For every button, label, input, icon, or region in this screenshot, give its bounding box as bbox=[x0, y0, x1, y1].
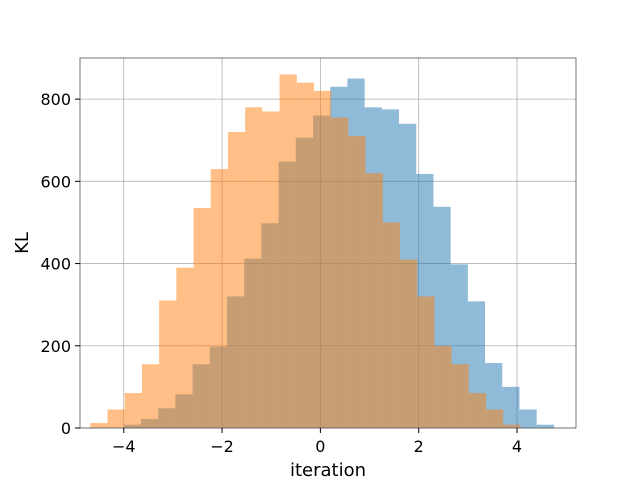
histogram-bar bbox=[331, 117, 349, 428]
histogram-bar bbox=[434, 345, 452, 428]
histogram-bar bbox=[159, 300, 177, 428]
histogram-bar bbox=[193, 208, 211, 428]
histogram-bar bbox=[468, 393, 487, 428]
histogram-bar bbox=[141, 364, 160, 428]
y-tick-label: 800 bbox=[40, 90, 71, 109]
x-axis-label: iteration bbox=[290, 460, 366, 480]
histogram-series-2 bbox=[90, 74, 521, 429]
histogram-bar bbox=[227, 132, 246, 428]
histogram-bar bbox=[262, 111, 280, 428]
histogram-bar bbox=[502, 386, 520, 428]
y-tick-label: 400 bbox=[40, 255, 71, 274]
y-tick-label: 0 bbox=[61, 419, 71, 438]
y-axis-label: KL bbox=[12, 232, 33, 254]
y-tick-label: 600 bbox=[40, 172, 71, 191]
histogram-bar bbox=[348, 136, 366, 428]
histogram-bar bbox=[124, 393, 142, 428]
x-tick-label: −4 bbox=[112, 437, 136, 456]
axis-ticks: −4 −2 0 2 4 0 200 400 600 800 bbox=[40, 90, 522, 456]
histogram-bar bbox=[245, 107, 263, 428]
histogram-bar bbox=[296, 82, 314, 429]
histogram-bar bbox=[382, 222, 401, 428]
histogram-bar bbox=[313, 90, 332, 428]
histogram-bar bbox=[536, 424, 554, 428]
plot-frame bbox=[79, 57, 577, 429]
histogram-bar bbox=[486, 409, 504, 428]
histogram-bar bbox=[107, 409, 125, 428]
histogram-bar bbox=[417, 296, 435, 428]
histogram-bar bbox=[279, 74, 297, 428]
x-tick-label: 4 bbox=[512, 437, 522, 456]
histogram-bars bbox=[90, 74, 554, 429]
histogram-bar bbox=[176, 267, 194, 428]
histogram-bar bbox=[451, 364, 469, 428]
histogram-bar bbox=[90, 423, 108, 428]
histogram-bar bbox=[519, 409, 537, 428]
x-tick-label: 0 bbox=[315, 437, 325, 456]
y-tick-label: 200 bbox=[40, 337, 71, 356]
x-tick-label: 2 bbox=[414, 437, 424, 456]
histogram-bar bbox=[400, 259, 418, 428]
histogram-bar bbox=[365, 173, 383, 428]
histogram-bar bbox=[503, 424, 521, 428]
histogram-bar bbox=[210, 169, 228, 428]
x-tick-label: −2 bbox=[210, 437, 234, 456]
